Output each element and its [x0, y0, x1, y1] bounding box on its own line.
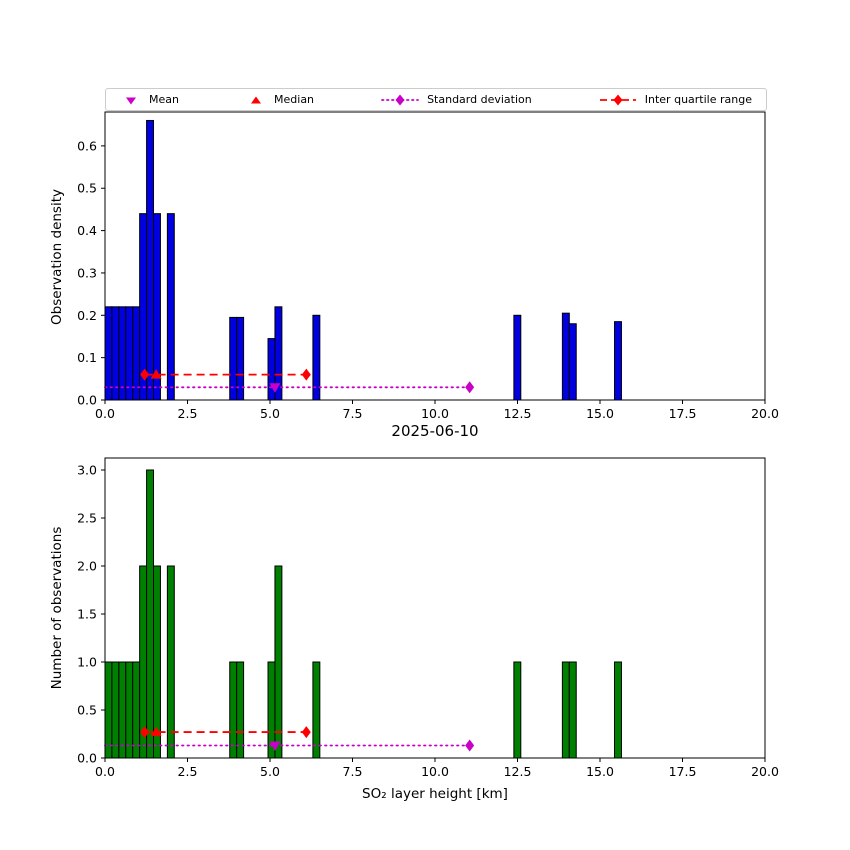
- x-tick-label: 15.0: [586, 406, 614, 421]
- counts-histogram-axes: 0.0 2.5 5.0 7.5 10.0 12.5 15.0 17.5 20.0 0.0 0.5 1.…: [77, 457, 779, 779]
- y-tick-label: 0.1: [77, 350, 97, 365]
- x-tick-label: 2.5: [178, 764, 198, 779]
- std-deviation-marker-icon: [381, 94, 419, 105]
- density-histogram-bar: [513, 314, 522, 401]
- x-tick-label: 17.5: [669, 406, 697, 421]
- density-histogram-frame: [104, 111, 766, 401]
- counts-histogram-bar: [561, 661, 570, 759]
- counts-histogram-bar: [146, 469, 155, 759]
- counts-histogram-bar: [236, 661, 245, 759]
- counts-histogram-bar: [104, 661, 113, 759]
- x-tick-label: 10.0: [421, 406, 449, 421]
- legend-label-std: Standard deviation: [427, 93, 532, 106]
- legend: Mean Median Standard deviation Inter qua…: [105, 88, 767, 111]
- counts-histogram-frame: [104, 457, 766, 759]
- x-tick-label: 12.5: [504, 764, 532, 779]
- x-tick-label: 12.5: [504, 406, 532, 421]
- x-tick-label: 0.0: [95, 406, 115, 421]
- median-marker-icon: [251, 96, 262, 103]
- density-histogram-bar: [104, 306, 113, 401]
- density-histogram-axes: 0.0 2.5 5.0 7.5 10.0 12.5 15.0 17.5 20.0 0.0 0.1 0.…: [77, 111, 779, 421]
- x-tick-label: 20.0: [751, 764, 779, 779]
- y-tick-label: 0.6: [77, 138, 97, 153]
- iqr-diamond-right: [301, 726, 311, 739]
- legend-label-mean: Mean: [149, 93, 179, 106]
- legend-item-std: Standard deviation: [380, 93, 532, 107]
- mean-marker-icon: [126, 97, 136, 104]
- iqr-diamond-left: [140, 726, 150, 739]
- std-deviation-diamond: [465, 381, 475, 394]
- y-tick-label: 0.5: [77, 181, 97, 196]
- density-histogram-bar: [166, 213, 175, 401]
- legend-label-median: Median: [274, 93, 315, 106]
- x-tick-label: 0.0: [95, 764, 115, 779]
- x-tick-label: 15.0: [586, 764, 614, 779]
- counts-histogram-bar: [513, 661, 522, 759]
- counts-histogram-bar: [125, 661, 134, 759]
- ylabel-observation-density: Observation density: [49, 189, 65, 325]
- legend-item-median: Median: [245, 93, 314, 107]
- x-tick-label: 20.0: [751, 406, 779, 421]
- density-histogram-bar: [125, 306, 134, 401]
- counts-histogram-bar: [312, 661, 321, 759]
- y-tick-label: 2.0: [77, 559, 97, 574]
- y-tick-label: 3.0: [77, 463, 97, 478]
- x-tick-label: 5.0: [260, 406, 280, 421]
- y-tick-label: 0.0: [77, 393, 97, 408]
- y-tick-label: 2.5: [77, 511, 97, 526]
- iqr-marker-icon: [599, 94, 636, 105]
- y-tick-label: 0.5: [77, 703, 97, 718]
- x-tick-label: 10.0: [421, 764, 449, 779]
- y-tick-label: 0.0: [77, 751, 97, 766]
- density-histogram-bar: [118, 306, 127, 401]
- median-marker: [150, 369, 162, 379]
- counts-histogram-bar: [229, 661, 238, 759]
- density-histogram-bar: [561, 312, 570, 401]
- density-histogram-bar: [614, 321, 622, 401]
- legend-label-iqr: Inter quartile range: [644, 93, 752, 106]
- iqr-diamond-right: [301, 368, 311, 381]
- legend-item-iqr: Inter quartile range: [598, 93, 752, 107]
- median-marker: [150, 726, 162, 737]
- counts-histogram-bar: [568, 661, 577, 759]
- density-histogram-bar: [111, 306, 120, 401]
- x-tick-label: 2.5: [178, 406, 198, 421]
- y-tick-label: 0.4: [77, 223, 97, 238]
- iqr-diamond-left: [140, 368, 150, 381]
- date-title: 2025-06-10: [391, 422, 479, 440]
- legend-item-mean: Mean: [120, 93, 179, 107]
- std-deviation-diamond: [465, 739, 475, 752]
- y-tick-label: 1.5: [77, 607, 97, 622]
- counts-histogram-bar: [118, 661, 127, 759]
- y-tick-label: 1.0: [77, 655, 97, 670]
- counts-histogram-bar: [132, 661, 141, 759]
- xlabel-so2-layer-height: SO₂ layer height [km]: [362, 786, 508, 802]
- counts-histogram-bar: [614, 661, 622, 759]
- ylabel-number-of-observations: Number of observations: [49, 526, 65, 690]
- counts-histogram-bar: [111, 661, 120, 759]
- mean-marker: [269, 383, 281, 393]
- density-histogram-bar: [568, 323, 577, 401]
- x-tick-label: 17.5: [669, 764, 697, 779]
- counts-histogram-bar: [166, 565, 175, 759]
- counts-histogram-bar: [274, 565, 283, 759]
- density-histogram-bar: [132, 306, 141, 401]
- x-tick-label: 7.5: [343, 764, 363, 779]
- x-tick-label: 5.0: [260, 764, 280, 779]
- density-histogram-bar: [146, 119, 155, 401]
- y-tick-label: 0.2: [77, 308, 97, 323]
- y-tick-label: 0.3: [77, 265, 97, 280]
- mean-marker: [269, 741, 281, 752]
- x-tick-label: 7.5: [343, 406, 363, 421]
